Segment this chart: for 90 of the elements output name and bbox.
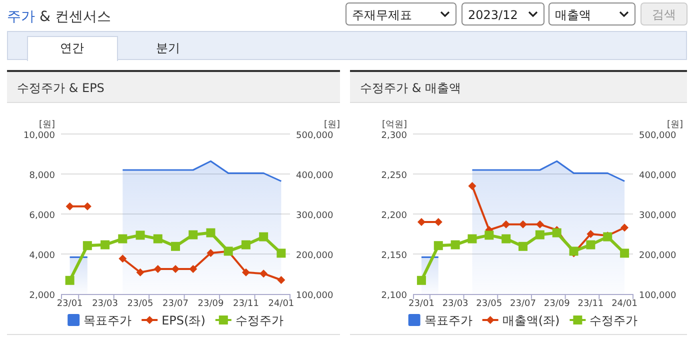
- legend-label: EPS(좌): [162, 314, 206, 328]
- point: [434, 241, 443, 250]
- x-tick-label: 24/01: [612, 299, 638, 309]
- point: [569, 246, 578, 256]
- y2-tick-label: 100,000: [296, 291, 334, 301]
- chart-title: 수정주가 & 매출액: [360, 81, 461, 95]
- y-tick-label: 6,000: [29, 211, 56, 221]
- point: [259, 232, 268, 242]
- y2-tick-label: 200,000: [639, 251, 676, 261]
- chart-title: 수정주가 & EPS: [17, 81, 104, 95]
- point: [206, 249, 215, 257]
- point: [417, 218, 426, 226]
- legend-label: 매출액(좌): [502, 314, 560, 328]
- point: [172, 265, 180, 273]
- y-tick-label: 4,000: [29, 251, 56, 261]
- y2-axis-title: [원]: [324, 120, 340, 130]
- legend-label: 목표주가: [424, 314, 472, 328]
- point: [65, 276, 74, 285]
- point: [83, 202, 92, 210]
- point: [450, 240, 460, 250]
- y2-tick-label: 500,000: [639, 131, 676, 141]
- x-tick-label: 23/01: [408, 299, 434, 309]
- x-tick-label: 23/01: [56, 299, 83, 309]
- point: [502, 234, 511, 244]
- point: [552, 228, 562, 238]
- legend-label: 목표주가: [84, 314, 132, 328]
- point: [154, 265, 162, 273]
- y2-tick-label: 400,000: [639, 171, 676, 181]
- y-tick-label: 2,100: [381, 291, 408, 301]
- x-tick-label: 23/03: [442, 299, 468, 309]
- point: [620, 248, 630, 258]
- point: [153, 234, 162, 244]
- point: [66, 202, 74, 210]
- point: [118, 254, 127, 263]
- point: [277, 276, 286, 284]
- point: [276, 248, 286, 258]
- point: [206, 228, 216, 238]
- point: [118, 234, 128, 244]
- point: [586, 230, 595, 238]
- y2-tick-label: 100,000: [639, 291, 676, 301]
- y2-tick-label: 300,000: [639, 211, 676, 221]
- y2-tick-label: 500,000: [296, 131, 334, 141]
- y-tick-label: 2,200: [381, 211, 408, 221]
- point: [136, 268, 144, 276]
- point: [100, 240, 110, 250]
- x-tick-label: 23/05: [476, 299, 502, 309]
- y2-tick-label: 300,000: [296, 211, 334, 221]
- point: [502, 220, 510, 228]
- x-tick-label: 24/01: [268, 299, 294, 309]
- x-tick-label: 23/09: [198, 299, 224, 309]
- x-tick-label: 23/11: [578, 299, 604, 309]
- point: [620, 224, 629, 232]
- x-tick-label: 23/05: [127, 299, 154, 309]
- y-tick-label: 2,000: [29, 291, 56, 301]
- point: [518, 242, 528, 251]
- y-tick-label: 2,300: [381, 131, 408, 141]
- point: [536, 220, 544, 228]
- x-tick-label: 23/09: [544, 299, 570, 309]
- x-tick-label: 23/07: [162, 299, 188, 309]
- point: [241, 240, 250, 250]
- point: [484, 230, 494, 240]
- point: [136, 230, 145, 240]
- point: [519, 220, 527, 228]
- x-tick-label: 23/07: [510, 299, 536, 309]
- page-header: 주가 & 컨센서스 주재무제표 2023/12 매출액 검색 연간 분기: [7, 2, 688, 62]
- point: [468, 182, 476, 190]
- y-tick-label: 2,150: [381, 251, 408, 261]
- y-axis-title: [억원]: [382, 120, 407, 130]
- point: [434, 218, 442, 226]
- point: [82, 241, 92, 250]
- y2-axis-title: [원]: [666, 120, 683, 130]
- point: [416, 276, 426, 285]
- legend-label: 수정주가: [235, 314, 284, 328]
- point: [188, 230, 198, 240]
- y-tick-label: 2,250: [381, 171, 408, 181]
- y2-tick-label: 400,000: [296, 171, 334, 181]
- y-tick-label: 10,000: [24, 131, 56, 141]
- point: [535, 230, 544, 240]
- y-axis-title: [원]: [38, 120, 55, 130]
- y-tick-label: 8,000: [29, 171, 56, 181]
- point: [242, 268, 250, 276]
- point: [468, 234, 477, 244]
- point: [189, 265, 198, 273]
- legend-label: 수정주가: [590, 314, 638, 328]
- point: [586, 240, 596, 250]
- x-tick-label: 23/03: [92, 299, 118, 309]
- y2-tick-label: 200,000: [296, 251, 334, 261]
- point: [171, 242, 180, 251]
- point: [260, 270, 268, 278]
- x-tick-label: 23/11: [232, 299, 259, 309]
